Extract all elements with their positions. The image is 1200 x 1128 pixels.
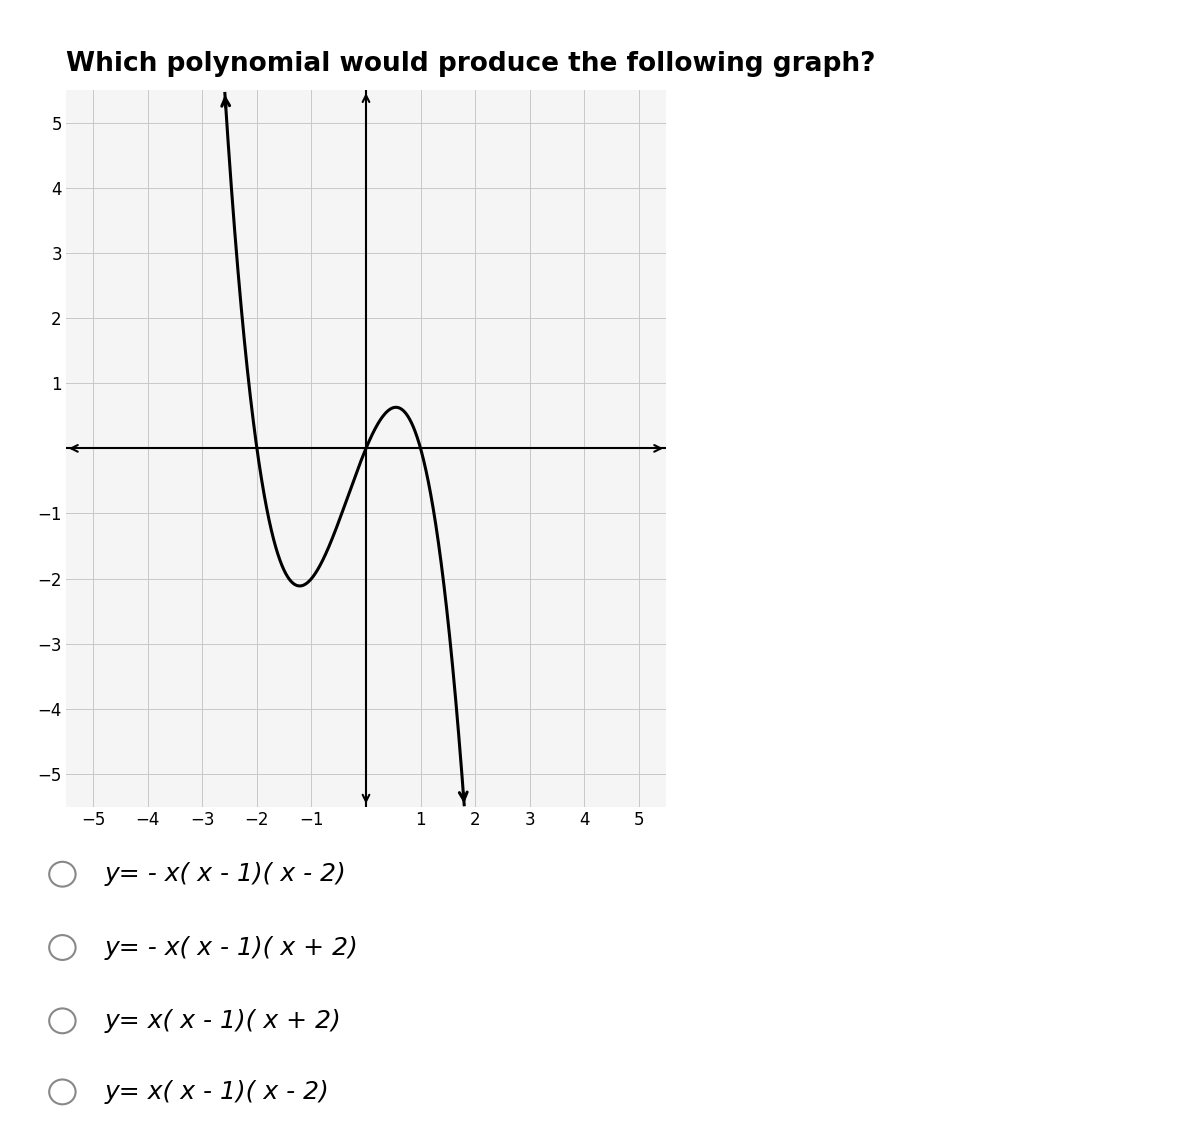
Text: y= - x( x - 1)( x + 2): y= - x( x - 1)( x + 2) <box>104 935 358 960</box>
Text: Which polynomial would produce the following graph?: Which polynomial would produce the follo… <box>66 51 876 77</box>
Text: y= x( x - 1)( x - 2): y= x( x - 1)( x - 2) <box>104 1079 329 1104</box>
Text: y= x( x - 1)( x + 2): y= x( x - 1)( x + 2) <box>104 1008 341 1033</box>
Text: y= - x( x - 1)( x - 2): y= - x( x - 1)( x - 2) <box>104 862 346 887</box>
